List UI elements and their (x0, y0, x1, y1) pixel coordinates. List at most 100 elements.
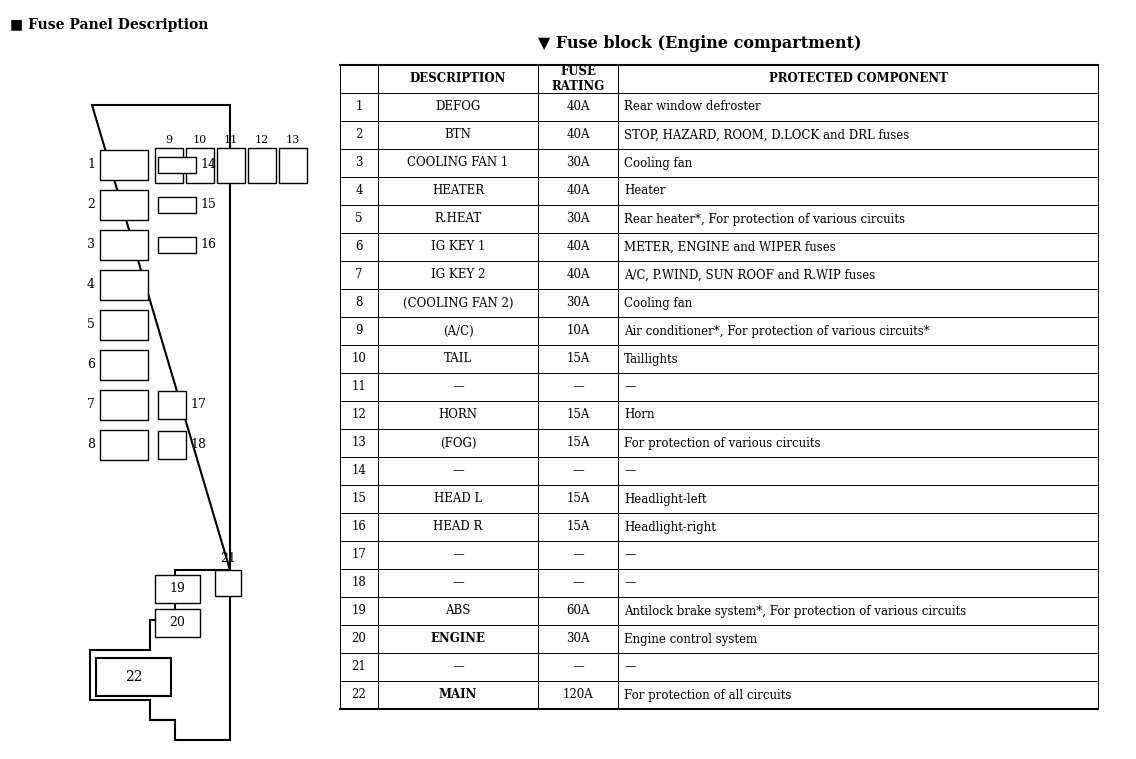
Text: 15A: 15A (567, 521, 590, 534)
Text: Rear window defroster: Rear window defroster (624, 100, 761, 114)
Text: 6: 6 (356, 241, 362, 254)
Text: 15A: 15A (567, 352, 590, 366)
Text: 13: 13 (286, 135, 300, 145)
Text: 18: 18 (190, 439, 206, 452)
Bar (158, 157, 197, 173)
Text: MAIN: MAIN (438, 688, 477, 701)
Bar (100, 150, 148, 180)
Bar (154, 148, 183, 183)
Text: For protection of various circuits: For protection of various circuits (624, 436, 820, 449)
Text: Cooling fan: Cooling fan (624, 297, 692, 310)
Text: STOP, HAZARD, ROOM, D.LOCK and DRL fuses: STOP, HAZARD, ROOM, D.LOCK and DRL fuses (624, 128, 909, 141)
Text: BTN: BTN (444, 128, 471, 141)
Text: COOLING FAN 1: COOLING FAN 1 (408, 156, 509, 169)
Text: 40A: 40A (566, 128, 590, 141)
Text: 15: 15 (351, 493, 367, 505)
Text: —: — (452, 660, 463, 673)
Text: 7: 7 (87, 398, 95, 411)
Bar (100, 310, 148, 340)
Text: 11: 11 (352, 380, 367, 393)
Text: ■ Fuse Panel Description: ■ Fuse Panel Description (10, 18, 208, 32)
Bar (217, 148, 245, 183)
Polygon shape (90, 105, 229, 740)
Text: —: — (624, 660, 636, 673)
Text: 1: 1 (87, 159, 95, 172)
Text: 17: 17 (190, 398, 206, 411)
Text: (FOG): (FOG) (440, 436, 476, 449)
Text: 40A: 40A (566, 100, 590, 114)
Text: 3: 3 (87, 238, 95, 251)
Text: DESCRIPTION: DESCRIPTION (410, 73, 507, 86)
Text: —: — (452, 549, 463, 562)
Text: ABS: ABS (445, 604, 470, 618)
Text: 12: 12 (254, 135, 269, 145)
Text: 7: 7 (356, 269, 362, 282)
Text: 9: 9 (356, 325, 362, 338)
Text: 22: 22 (352, 688, 367, 701)
Text: 40A: 40A (566, 241, 590, 254)
Text: Air conditioner*, For protection of various circuits*: Air conditioner*, For protection of vari… (624, 325, 929, 338)
Text: 4: 4 (87, 279, 95, 291)
Text: 16: 16 (200, 238, 216, 251)
Bar (154, 609, 200, 637)
Bar (100, 230, 148, 260)
Text: 10: 10 (193, 135, 207, 145)
Text: For protection of all circuits: For protection of all circuits (624, 688, 792, 701)
Text: —: — (573, 380, 584, 393)
Text: FUSE
RATING: FUSE RATING (551, 65, 604, 93)
Text: 20: 20 (169, 616, 185, 629)
Text: —: — (624, 380, 636, 393)
Bar (215, 570, 241, 596)
Text: 40A: 40A (566, 269, 590, 282)
Bar (100, 430, 148, 460)
Text: 30A: 30A (566, 156, 590, 169)
Text: METER, ENGINE and WIPER fuses: METER, ENGINE and WIPER fuses (624, 241, 836, 254)
Bar (279, 148, 307, 183)
Text: 30A: 30A (566, 632, 590, 645)
Text: —: — (573, 465, 584, 477)
Text: HEAD L: HEAD L (434, 493, 482, 505)
Bar (154, 575, 200, 603)
Text: 2: 2 (87, 199, 95, 212)
Text: (A/C): (A/C) (443, 325, 474, 338)
Text: —: — (452, 465, 463, 477)
Text: 13: 13 (351, 436, 367, 449)
Text: 30A: 30A (566, 213, 590, 225)
Text: TAIL: TAIL (444, 352, 473, 366)
Text: 15A: 15A (567, 436, 590, 449)
Text: 8: 8 (356, 297, 362, 310)
Text: —: — (624, 577, 636, 590)
Text: (COOLING FAN 2): (COOLING FAN 2) (403, 297, 513, 310)
Text: 120A: 120A (562, 688, 593, 701)
Text: —: — (624, 549, 636, 562)
Text: Headlight-right: Headlight-right (624, 521, 716, 534)
Text: Heater: Heater (624, 184, 666, 197)
Bar (100, 190, 148, 220)
Text: 5: 5 (87, 319, 95, 332)
Text: Taillights: Taillights (624, 352, 678, 366)
Text: Antilock brake system*, For protection of various circuits: Antilock brake system*, For protection o… (624, 604, 967, 618)
Text: 14: 14 (351, 465, 367, 477)
Text: 20: 20 (351, 632, 367, 645)
Text: —: — (573, 549, 584, 562)
Text: 12: 12 (352, 408, 367, 421)
Text: 3: 3 (356, 156, 362, 169)
Text: 1: 1 (356, 100, 362, 114)
Text: Horn: Horn (624, 408, 654, 421)
Bar (158, 197, 197, 213)
Text: Rear heater*, For protection of various circuits: Rear heater*, For protection of various … (624, 213, 905, 225)
Bar (100, 350, 148, 380)
Text: Cooling fan: Cooling fan (624, 156, 692, 169)
Bar (100, 270, 148, 300)
Text: ▼ Fuse block (Engine compartment): ▼ Fuse block (Engine compartment) (538, 35, 862, 52)
Text: DEFOG: DEFOG (435, 100, 481, 114)
Bar (97, 658, 172, 696)
Text: 21: 21 (220, 552, 236, 565)
Text: 10A: 10A (567, 325, 590, 338)
Text: R.HEAT: R.HEAT (434, 213, 482, 225)
Text: HEATER: HEATER (432, 184, 484, 197)
Text: 30A: 30A (566, 297, 590, 310)
Text: 17: 17 (351, 549, 367, 562)
Bar (158, 431, 186, 459)
Text: —: — (452, 380, 463, 393)
